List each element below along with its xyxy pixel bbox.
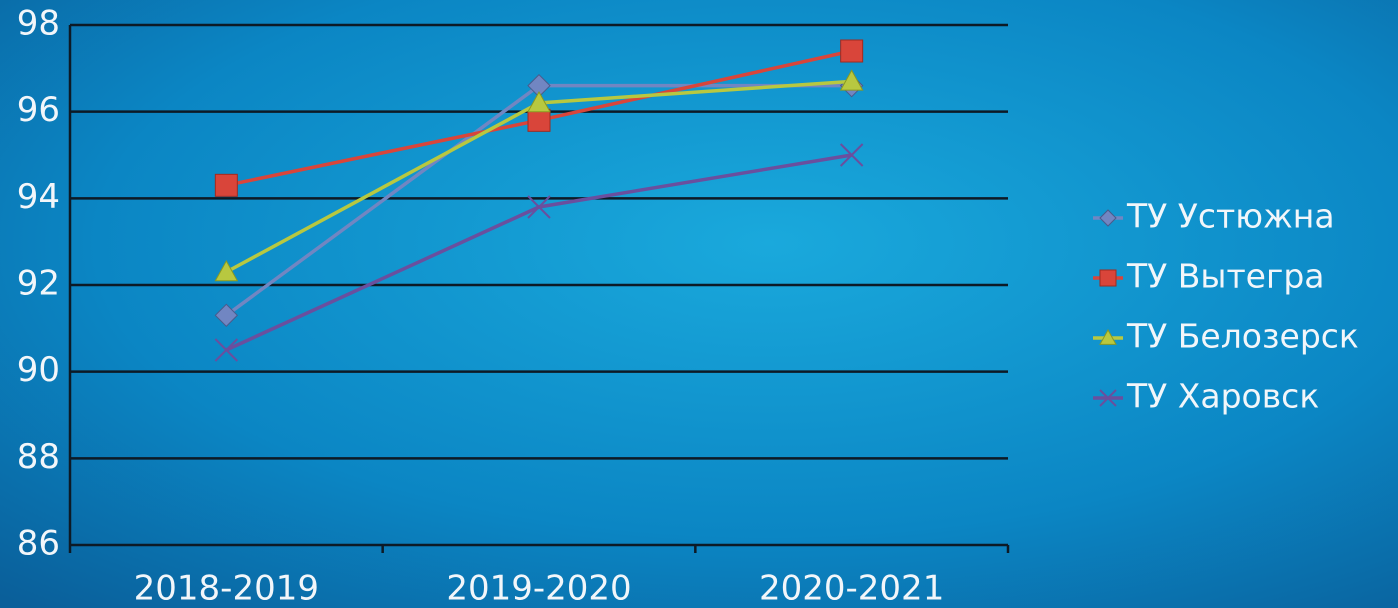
- marker: [1100, 270, 1116, 286]
- marker: [841, 40, 863, 62]
- legend-label: ТУ Харовск: [1126, 377, 1319, 416]
- y-tick-label: 88: [17, 437, 60, 477]
- x-tick-label: 2019-2020: [446, 569, 631, 608]
- y-tick-label: 90: [17, 350, 60, 390]
- legend-label: ТУ Вытегра: [1126, 257, 1324, 296]
- y-tick-label: 92: [17, 264, 60, 304]
- chart: 86 88 90 92 94 96 98 2018-2019 2019-2020 2020-202…: [0, 0, 1398, 608]
- x-tick-label: 2020-2021: [759, 569, 944, 608]
- marker: [528, 109, 550, 131]
- y-tick-label: 96: [17, 90, 60, 130]
- marker: [215, 174, 237, 196]
- legend-label: ТУ Устюжна: [1126, 197, 1335, 236]
- y-tick-label: 86: [17, 524, 60, 564]
- x-tick-label: 2018-2019: [134, 569, 319, 608]
- y-tick-label: 98: [17, 4, 60, 44]
- y-tick-label: 94: [17, 177, 60, 217]
- legend-label: ТУ Белозерск: [1126, 317, 1359, 356]
- page: 86 88 90 92 94 96 98 2018-2019 2019-2020 2020-202…: [0, 0, 1398, 608]
